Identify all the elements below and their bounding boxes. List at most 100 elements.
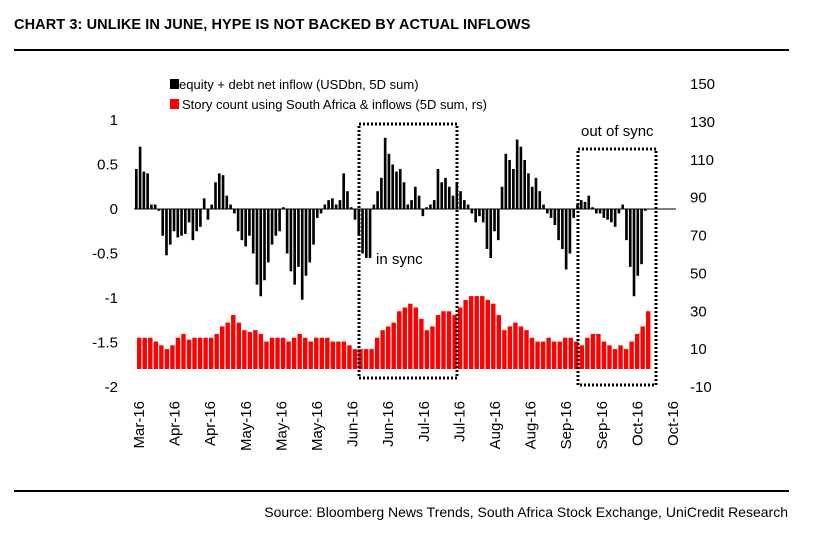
story-bar [408,303,413,369]
inflow-bar [591,207,594,209]
inflow-bar [515,139,519,209]
story-bar [529,337,535,369]
inflow-bar [527,173,530,209]
inflow-bar [474,209,477,223]
story-bar [247,332,253,369]
inflow-bar [282,207,285,209]
inflow-bar [508,160,511,209]
story-bar [623,349,629,369]
left-tick-label: 1 [110,112,118,129]
inflow-bar [485,209,489,250]
story-bar [646,311,651,369]
story-bar [148,337,153,369]
story-bar [640,326,645,369]
story-bar [474,296,479,369]
inflow-bar [221,175,225,209]
inflow-bar [523,160,526,209]
story-bar [634,333,640,369]
left-tick-label: -1.5 [92,335,118,352]
story-bar [363,349,369,369]
x-tick-label: Jun-16 [345,401,362,447]
inflow-bar [444,177,447,209]
inflow-bar [602,209,606,218]
inflow-bar [229,204,232,209]
inflow-bar [289,209,293,272]
chart-title: CHART 3: UNLIKE IN JUNE, HYPE IS NOT BAC… [14,17,531,33]
story-bar [557,341,562,369]
inflow-bar [395,171,398,209]
inflow-bar [549,209,553,218]
story-bar [369,349,374,369]
right-tick-label: 30 [690,303,707,320]
story-bar [485,299,490,369]
inflow-bar [478,209,481,217]
story-bar [551,341,557,369]
left-tick-label: -0.5 [92,246,118,263]
inflow-bar [429,204,432,209]
inflow-bar [598,209,602,214]
inflow-bar [417,195,421,209]
right-tick-label: 70 [690,228,707,245]
x-tick-label: Sep-16 [558,401,575,449]
inflow-bar [225,195,229,209]
left-tick-label: -2 [105,379,118,396]
chart: 1 0.5 0 -0.5 -1 -1.5 -2 150 130 110 90 70 50 30 10 -10 M… [92,76,715,451]
inflow-bar [545,209,549,214]
story-bar [336,341,341,369]
story-bar [402,307,407,369]
inflow-bar [323,204,327,209]
inflow-bar [255,209,259,285]
inflow-bar [481,209,485,223]
inflow-bar [636,209,640,276]
story-bar [480,296,485,369]
story-bar [574,341,579,369]
inflow-bar [315,209,319,218]
footer-rule [14,490,789,492]
inflow-bar [617,209,621,214]
inflow-bar [199,209,202,227]
inflow-bar [285,209,289,254]
inflow-bar [308,209,312,263]
story-bar [507,326,513,369]
inflow-bar [157,209,161,211]
inflow-bar [338,200,342,209]
story-bar [341,341,347,369]
story-bar [297,333,302,369]
right-tick-label: 10 [690,341,707,358]
inflow-bar [568,209,572,254]
inflow-bar [342,173,346,209]
story-bar [358,349,363,369]
inflow-bar [613,209,617,227]
left-tick-label: -1 [105,290,118,307]
story-bar [435,315,441,369]
inflow-bar [376,191,379,209]
story-bar [546,337,551,369]
inflow-bar [459,191,462,209]
story-bar [629,341,634,369]
story-bar [491,303,496,369]
inflow-bar [176,209,180,238]
inflow-bar [240,209,244,241]
inflow-bar [451,195,455,209]
story-bar [181,333,186,369]
x-tick-label: Aug-16 [523,401,540,449]
story-bar [214,333,219,369]
inflow-bar [621,204,625,209]
inflow-bar [387,153,391,209]
inflow-bar [542,204,545,209]
inflow-bar [251,209,255,254]
inflow-bar [195,209,198,232]
story-bar [496,315,502,369]
inflow-bar [153,204,157,209]
story-bar [607,345,612,369]
story-bar [385,326,391,369]
inflow-bar [263,209,266,281]
inflow-bar [210,204,214,209]
right-tick-label: 50 [690,265,707,282]
source-note: Source: Bloomberg News Trends, South Afr… [264,504,788,520]
story-bar [413,307,419,369]
story-bar [352,349,358,369]
inflow-bar [594,209,598,214]
inflow-bar [496,209,500,241]
inflow-bar [244,209,247,247]
